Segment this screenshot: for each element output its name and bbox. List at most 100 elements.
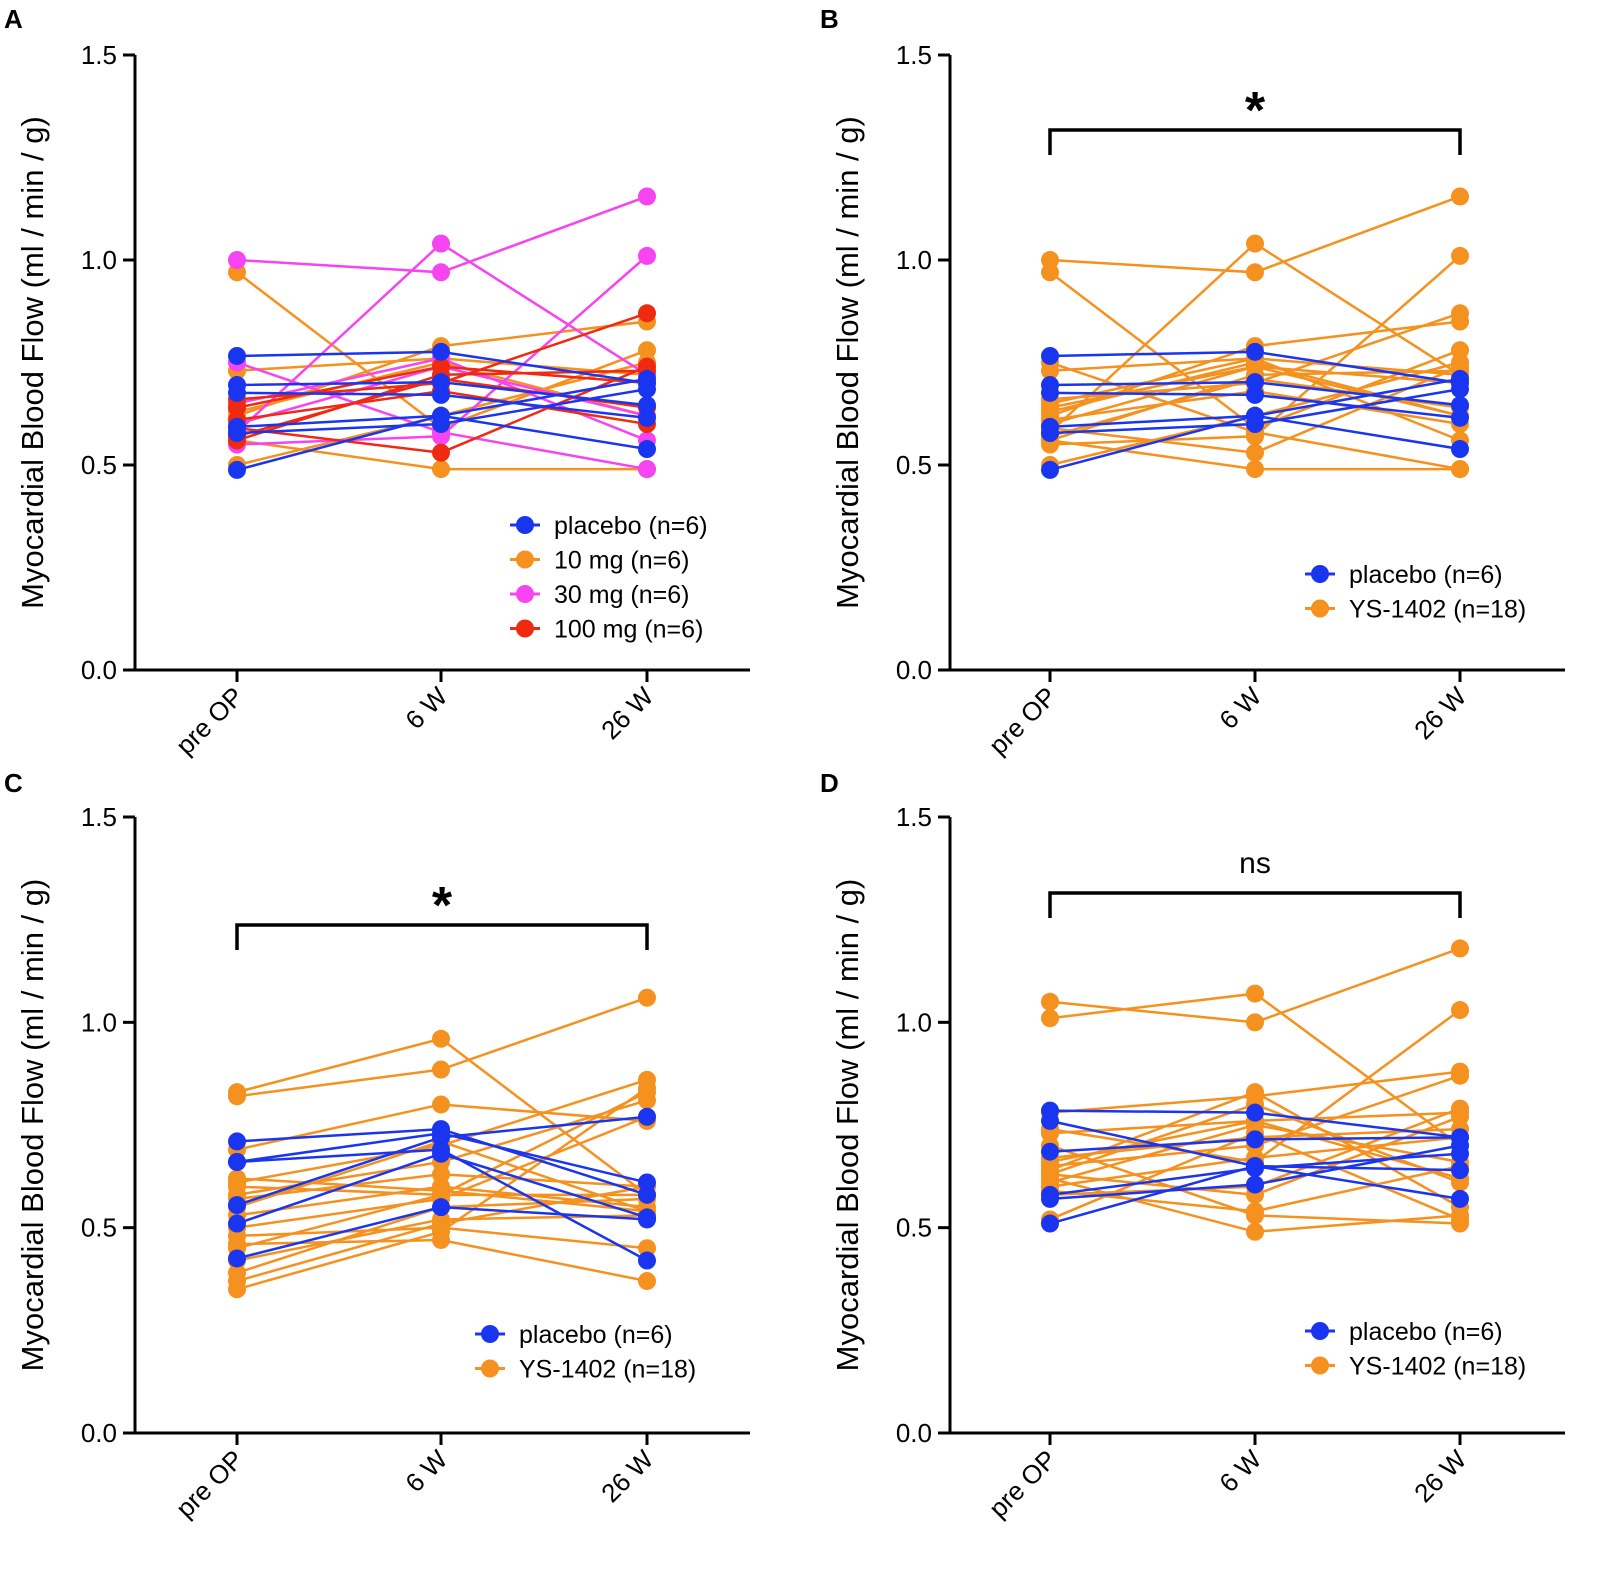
data-point — [1041, 1124, 1059, 1143]
legend-marker — [1311, 1322, 1329, 1340]
y-tick-label: 1.5 — [896, 40, 932, 70]
legend-marker — [516, 516, 534, 534]
data-point — [1246, 1222, 1264, 1241]
y-tick-label: 0.5 — [81, 1213, 117, 1243]
data-point — [638, 1185, 656, 1204]
panel-letter: C — [4, 768, 23, 798]
data-point — [1451, 440, 1469, 459]
data-point — [638, 369, 656, 388]
data-point — [432, 1095, 450, 1114]
y-tick-label: 0.0 — [896, 655, 932, 685]
significance-label: * — [1245, 82, 1266, 140]
data-point — [1246, 1175, 1264, 1194]
series-placebo — [228, 342, 656, 479]
data-point — [228, 1214, 246, 1233]
legend: placebo (n=6) YS-1402 (n=18) — [1305, 561, 1526, 624]
data-point — [1041, 251, 1059, 269]
data-point — [1246, 406, 1264, 425]
data-point — [1246, 1202, 1264, 1221]
y-axis-label: Myocardial Blood Flow (ml / min / g) — [830, 879, 865, 1372]
data-point — [1246, 373, 1264, 392]
data-point — [1041, 263, 1059, 282]
data-point — [1041, 346, 1059, 365]
data-point — [1246, 342, 1264, 361]
panel-b: B 0.0 0.5 1.0 1.5 pre OP 6 W 26 W Myocardial Blo… — [820, 4, 1565, 760]
data-point — [638, 988, 656, 1007]
data-point — [638, 1173, 656, 1192]
data-point — [1041, 1142, 1059, 1161]
legend-marker — [481, 1359, 499, 1378]
data-point — [1041, 1214, 1059, 1233]
data-point — [432, 1144, 450, 1163]
data-point — [228, 1280, 246, 1299]
data-point — [1041, 992, 1059, 1011]
x-tick-label: 26 W — [1408, 681, 1472, 745]
y-axis-label: Myocardial Blood Flow (ml / min / g) — [15, 116, 50, 609]
data-point — [1246, 234, 1264, 253]
legend-label: YS-1402 (n=18) — [519, 1356, 696, 1384]
data-point — [228, 1132, 246, 1151]
data-point — [1246, 357, 1264, 376]
data-point — [1451, 1136, 1469, 1155]
legend: placebo (n=6) YS-1402 (n=18) — [1305, 1318, 1526, 1381]
data-point — [638, 1210, 656, 1229]
data-point — [638, 341, 656, 360]
data-point — [638, 1079, 656, 1098]
data-point — [228, 1087, 246, 1106]
legend: placebo (n=6) YS-1402 (n=18) — [475, 1321, 696, 1384]
legend-marker — [516, 585, 534, 603]
data-point — [1246, 1013, 1264, 1032]
data-point — [1041, 383, 1059, 402]
data-point — [432, 1222, 450, 1241]
y-tick-label: 0.0 — [896, 1418, 932, 1448]
data-point — [638, 1091, 656, 1110]
legend-marker — [516, 619, 534, 638]
x-tick-label: 26 W — [1408, 1444, 1472, 1508]
x-tick-label: pre OP — [170, 681, 249, 760]
data-point — [228, 263, 246, 282]
data-point — [432, 1165, 450, 1184]
data-point — [1246, 1130, 1264, 1149]
x-tick-label: pre OP — [170, 1444, 249, 1523]
data-point — [1041, 1111, 1059, 1130]
data-point — [228, 1169, 246, 1188]
data-point — [1451, 1173, 1469, 1192]
panel-letter: D — [820, 768, 839, 798]
significance-label: * — [432, 877, 453, 935]
data-point — [228, 251, 246, 269]
data-point — [638, 1107, 656, 1126]
y-tick-label: 1.0 — [81, 1007, 117, 1037]
significance-label: ns — [1239, 847, 1271, 880]
data-point — [638, 246, 656, 265]
x-tick-label: 6 W — [399, 681, 453, 735]
data-point — [1246, 385, 1264, 404]
y-tick-label: 1.0 — [896, 1007, 932, 1037]
data-point — [1041, 1009, 1059, 1028]
legend-label: placebo (n=6) — [554, 512, 708, 540]
data-point — [1246, 984, 1264, 1003]
x-tick-label: 6 W — [1213, 681, 1267, 735]
data-point — [1451, 304, 1469, 323]
data-point — [1246, 1103, 1264, 1122]
data-point — [228, 1249, 246, 1268]
y-axis-label: Myocardial Blood Flow (ml / min / g) — [830, 116, 865, 609]
data-point — [638, 396, 656, 415]
legend-marker — [1311, 1356, 1329, 1375]
y-tick-label: 0.5 — [81, 450, 117, 480]
data-point — [1451, 1001, 1469, 1020]
series-placebo — [1041, 1101, 1469, 1233]
data-point — [1041, 398, 1059, 417]
legend-marker — [516, 550, 534, 569]
data-point — [228, 424, 246, 443]
y-tick-label: 1.0 — [81, 245, 117, 275]
y-tick-label: 1.0 — [896, 245, 932, 275]
x-tick-label: 6 W — [399, 1444, 453, 1498]
data-point — [638, 1251, 656, 1270]
data-point — [1451, 1210, 1469, 1229]
legend-label: placebo (n=6) — [519, 1321, 673, 1349]
x-tick-label: 6 W — [1213, 1444, 1267, 1498]
data-point — [432, 1029, 450, 1048]
x-tick-label: pre OP — [983, 681, 1062, 760]
panel-a: A 0.0 0.5 1.0 1.5 pre OP 6 W 26 W Myocardial Blo… — [4, 4, 750, 760]
data-point — [432, 357, 450, 376]
